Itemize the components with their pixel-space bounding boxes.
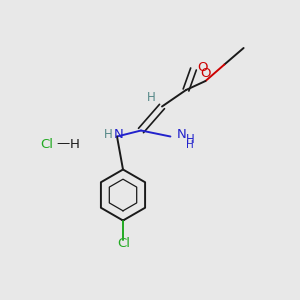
- Text: O: O: [201, 67, 211, 80]
- Text: —: —: [56, 137, 70, 151]
- Text: Cl: Cl: [40, 137, 53, 151]
- Text: N: N: [114, 128, 123, 142]
- Text: O: O: [197, 61, 208, 74]
- Text: Cl: Cl: [117, 237, 130, 250]
- Text: H: H: [103, 128, 112, 142]
- Text: H: H: [147, 91, 156, 104]
- Text: H: H: [70, 137, 80, 151]
- Text: H: H: [185, 133, 194, 146]
- Text: H: H: [186, 140, 194, 151]
- Text: N: N: [177, 128, 187, 142]
